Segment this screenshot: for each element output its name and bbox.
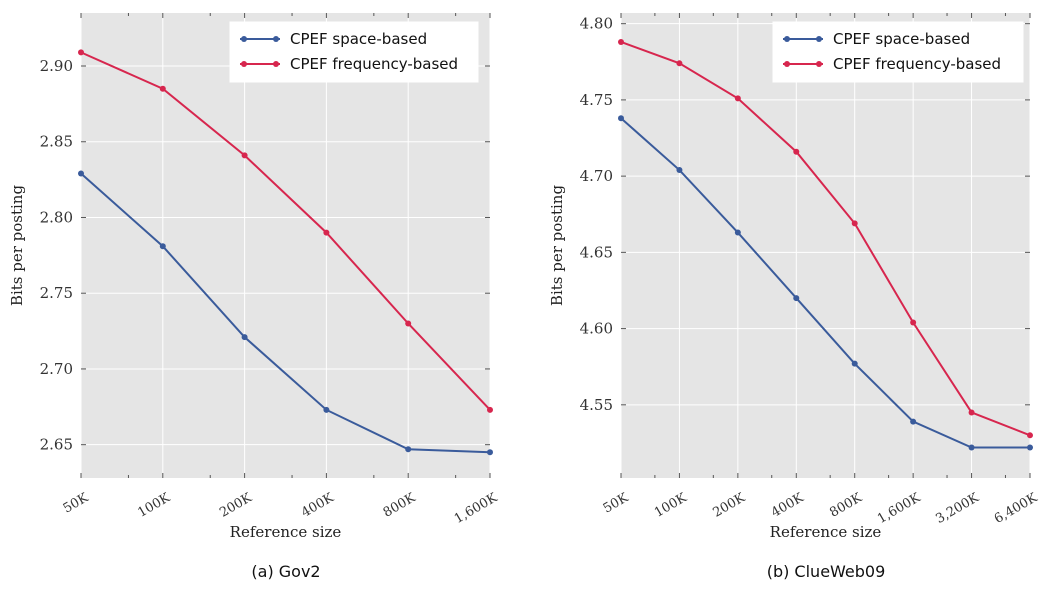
data-point: [676, 167, 683, 174]
subfigure-caption: (b) ClueWeb09: [767, 562, 886, 581]
data-point: [323, 406, 330, 413]
y-tick-label: 2.80: [40, 208, 73, 226]
x-tick-label: 1,600K: [875, 490, 923, 527]
legend-label: CPEF space-based: [290, 30, 427, 48]
data-point: [159, 243, 166, 250]
y-tick-label: 2.70: [40, 360, 73, 378]
legend-marker: [816, 61, 822, 67]
data-point: [968, 444, 975, 451]
data-point: [1027, 432, 1033, 439]
data-point: [793, 148, 800, 155]
x-tick-label: 1,600K: [452, 490, 500, 527]
legend-marker: [816, 36, 822, 42]
x-axis-label: Reference size: [230, 523, 342, 541]
series-line: [80, 172, 491, 454]
legend-marker: [241, 36, 247, 42]
x-tick-label: 50K: [61, 490, 91, 516]
x-tick-label: 400K: [299, 490, 337, 520]
data-point: [405, 320, 412, 327]
x-tick-label: 200K: [710, 490, 748, 520]
data-point: [487, 406, 493, 413]
x-tick-label: 3,200K: [933, 490, 981, 527]
series-line: [620, 41, 1031, 437]
x-tick-label: 50K: [601, 490, 631, 516]
series-line: [620, 117, 1030, 449]
data-point: [910, 418, 917, 425]
legend: CPEF space-based CPEF frequency-based: [772, 21, 1024, 83]
y-tick-label: 2.85: [40, 133, 73, 151]
y-tick-label: 4.60: [580, 320, 613, 338]
y-tick-label: 4.80: [580, 15, 613, 33]
data-point: [851, 220, 858, 227]
y-tick-label: 2.90: [40, 57, 73, 75]
legend-label: CPEF frequency-based: [833, 55, 1001, 73]
legend-marker: [273, 61, 279, 67]
legend-marker: [241, 61, 247, 67]
series-frequency-based: [78, 49, 493, 413]
y-tick-label: 2.75: [40, 284, 73, 302]
data-point: [241, 152, 248, 159]
plot-area: [81, 13, 490, 478]
x-tick-label: 6,400K: [992, 490, 1040, 527]
data-point: [676, 60, 683, 67]
series-space-based: [78, 170, 493, 456]
y-tick-label: 4.55: [580, 396, 613, 414]
y-tick-label: 2.65: [40, 436, 73, 454]
data-point: [405, 446, 412, 453]
data-point: [851, 360, 858, 367]
data-point: [734, 229, 741, 236]
legend-marker: [784, 36, 790, 42]
series-space-based: [618, 115, 1033, 451]
data-point: [323, 229, 330, 236]
data-point: [78, 170, 84, 177]
x-axis-label: Reference size: [770, 523, 882, 541]
data-point: [487, 449, 493, 456]
x-tick-label: 800K: [381, 490, 419, 520]
x-tick-label: 800K: [827, 490, 865, 520]
data-point: [618, 115, 624, 122]
legend-marker: [273, 36, 279, 42]
plot-area: [621, 13, 1030, 478]
data-point: [1027, 444, 1033, 451]
y-tick-label: 4.75: [580, 91, 613, 109]
chart-clueweb09: 4.55 4.60 4.65 4.70 4.75 4.80 50K 100K 200K 400K 8…: [548, 13, 1040, 581]
y-tick-label: 4.70: [580, 167, 613, 185]
legend-marker: [784, 61, 790, 67]
subfigure-caption: (a) Gov2: [251, 562, 320, 581]
legend-label: CPEF space-based: [833, 30, 970, 48]
data-point: [241, 334, 248, 341]
y-axis-label: Bits per posting: [8, 185, 26, 307]
y-axis-label: Bits per posting: [548, 185, 566, 307]
data-point: [793, 295, 800, 302]
data-point: [78, 49, 84, 56]
data-point: [159, 85, 166, 92]
series-frequency-based: [618, 38, 1033, 439]
series-line: [80, 51, 491, 411]
x-tick-label: 400K: [769, 490, 807, 520]
data-point: [968, 409, 975, 416]
chart-gov2: 2.65 2.70 2.75 2.80 2.85 2.90 50K 100K 200K 400K 8…: [8, 13, 500, 581]
data-point: [910, 319, 917, 326]
x-tick-label: 200K: [217, 490, 255, 520]
data-point: [618, 38, 624, 45]
legend-box: [229, 21, 479, 83]
legend-box: [772, 21, 1024, 83]
legend: CPEF space-based CPEF frequency-based: [229, 21, 479, 83]
x-tick-label: 100K: [652, 490, 690, 520]
x-tick-label: 100K: [135, 490, 173, 520]
y-tick-label: 4.65: [580, 243, 613, 261]
data-point: [734, 95, 741, 102]
legend-label: CPEF frequency-based: [290, 55, 458, 73]
